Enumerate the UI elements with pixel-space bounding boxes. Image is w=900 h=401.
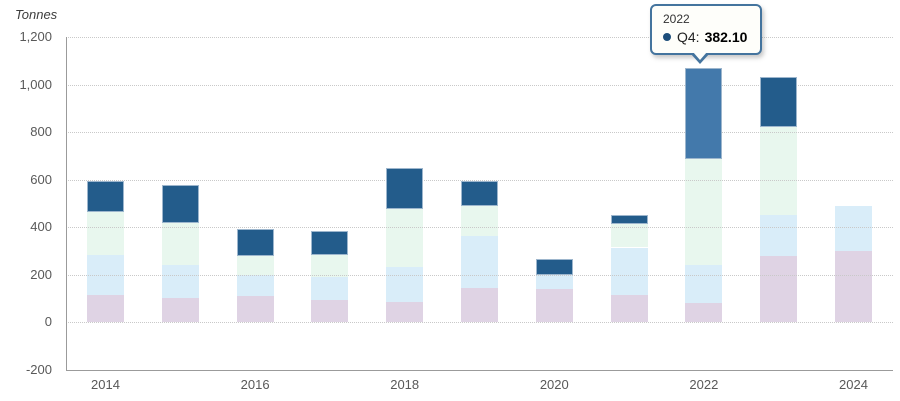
x-tick-label: 2022	[689, 377, 719, 392]
gridline-0	[66, 322, 893, 324]
bar-segment-2014-q4[interactable]	[87, 181, 124, 212]
bar-segment-2021-q2[interactable]	[610, 247, 648, 296]
bar-segment-2017-q1[interactable]	[311, 300, 349, 323]
bar-segment-2023-q2[interactable]	[760, 215, 798, 256]
bar-segment-2019-q2[interactable]	[461, 236, 498, 289]
y-tick-label: 400	[30, 219, 52, 235]
tooltip: 2022 Q4: 382.10	[650, 4, 763, 64]
bar-segment-2018-q3[interactable]	[386, 209, 424, 267]
y-tick-label: -200	[25, 362, 52, 377]
bar-segment-2020-q1[interactable]	[535, 289, 573, 323]
bar-segment-2015-q3[interactable]	[161, 222, 199, 266]
x-tick-label: 2018	[390, 377, 420, 392]
x-tick-label: 2024	[839, 377, 868, 392]
bar-segment-2014-q3[interactable]	[87, 211, 124, 256]
bar-segment-2017-q3[interactable]	[311, 255, 349, 277]
gridline-400	[66, 227, 893, 229]
bar-segment-2019-q4[interactable]	[461, 180, 498, 207]
gridline-800	[66, 132, 893, 134]
bar-segment-2022-q4[interactable]	[685, 67, 723, 159]
bar-segment-2016-q4[interactable]	[236, 229, 274, 257]
bar-segment-2018-q2[interactable]	[386, 266, 424, 302]
series-marker-icon	[663, 33, 671, 41]
gridline-600	[66, 179, 893, 181]
tooltip-year: 2022	[663, 12, 690, 26]
bar-segment-2020-q4[interactable]	[535, 259, 573, 276]
tooltip-series-label: Q4:	[677, 29, 700, 45]
y-tick-label: 200	[30, 266, 52, 282]
bar-segment-2019-q3[interactable]	[461, 206, 498, 237]
x-tick-label: 2014	[91, 377, 120, 392]
x-tick-label: 2020	[539, 377, 569, 392]
y-axis-line	[66, 37, 67, 370]
bar-segment-2020-q2[interactable]	[535, 275, 573, 290]
bar-segment-2016-q2[interactable]	[236, 275, 274, 297]
y-tick-label: 1,000	[19, 76, 52, 92]
bar-segment-2023-q4[interactable]	[760, 77, 798, 128]
bar-segment-2017-q2[interactable]	[311, 276, 349, 301]
bar-segment-2016-q1[interactable]	[236, 296, 274, 323]
y-tick-label: 0	[44, 314, 52, 330]
bar-segment-2021-q1[interactable]	[610, 295, 648, 323]
bar-segment-2023-q1[interactable]	[760, 255, 798, 323]
bar-segment-2016-q3[interactable]	[236, 256, 274, 276]
bar-segment-2017-q4[interactable]	[311, 231, 349, 256]
bar-segment-2022-q1[interactable]	[685, 303, 723, 323]
tooltip-value: 382.10	[704, 29, 748, 45]
y-tick-label: 600	[30, 171, 52, 187]
y-tick-label: 800	[30, 124, 52, 140]
bar-segment-2015-q1[interactable]	[161, 298, 199, 323]
bar-segment-2018-q4[interactable]	[386, 167, 424, 210]
tooltip-row: Q4: 382.10	[663, 29, 747, 45]
gridline--200	[66, 370, 893, 371]
y-tick-label: 1,200	[19, 29, 52, 44]
gridline-1000	[66, 84, 893, 86]
bar-segment-2022-q3[interactable]	[685, 158, 723, 266]
bar-segment-2019-q1[interactable]	[461, 288, 498, 323]
gridline-200	[66, 274, 893, 276]
bar-segment-2015-q2[interactable]	[161, 265, 199, 299]
bar-segment-2023-q3[interactable]	[760, 127, 798, 216]
bar-segment-2024-q2[interactable]	[835, 205, 872, 252]
bar-segment-2022-q2[interactable]	[685, 265, 723, 304]
bar-segment-2021-q3[interactable]	[610, 224, 648, 248]
x-tick-label: 2016	[240, 377, 270, 392]
bar-segment-2024-q1[interactable]	[835, 251, 872, 323]
bar-segment-2018-q1[interactable]	[386, 301, 424, 323]
bar-segment-2014-q1[interactable]	[87, 295, 124, 323]
y-axis-title: Tonnes	[15, 7, 58, 22]
bar-segment-2015-q4[interactable]	[161, 185, 199, 223]
gridline-1200	[66, 37, 893, 38]
bar-segment-2021-q4[interactable]	[610, 215, 648, 225]
